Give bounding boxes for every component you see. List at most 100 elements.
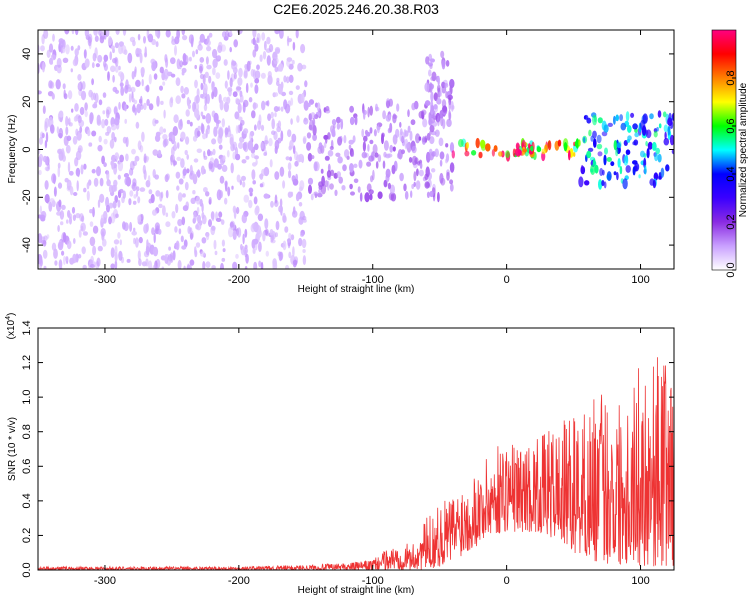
spectrogram-cell (79, 126, 83, 134)
spectrogram-cell (329, 145, 334, 151)
spectrogram-cell (153, 73, 158, 80)
spectrogram-cell (619, 165, 623, 175)
colorbar-ticks: 0.0 0.2 0.4 0.6 0.8 (725, 70, 737, 277)
spectrogram-cell (210, 225, 216, 236)
spectrogram-cell (274, 194, 278, 204)
spectrogram-cell (392, 146, 396, 152)
spectrogram-cell (341, 185, 346, 191)
spectrogram-cell (137, 33, 141, 41)
x-tick-label: -200 (228, 274, 250, 286)
spectrogram-cell (94, 35, 99, 42)
spectrogram-cell (395, 128, 400, 138)
spectrogram-cell (253, 221, 259, 233)
spectrogram-cell (307, 177, 314, 185)
spectrogram-cell (278, 205, 283, 213)
spectrogram-cell (137, 196, 141, 204)
spectrogram-cell (399, 172, 404, 182)
spectrogram-cell (541, 148, 547, 155)
spectrogram-cell (51, 242, 57, 251)
spectrogram-cell (310, 193, 314, 201)
spectrogram-cell (430, 91, 434, 102)
spectrogram-cell (163, 68, 169, 80)
spectrogram-cell (65, 144, 71, 154)
spectrogram-cell (215, 217, 222, 222)
snr-line (38, 357, 674, 570)
spectrogram-cell (642, 113, 648, 124)
spectrogram-cell (231, 59, 235, 70)
spectrogram-cell (128, 198, 132, 206)
spectrogram-cell (662, 111, 667, 118)
spectrogram-cell (246, 60, 251, 72)
spectrogram-cell (239, 123, 243, 132)
spectrogram-cell (287, 162, 292, 171)
spectrogram-cell (227, 186, 231, 197)
spectrogram-cell (86, 182, 90, 190)
spectrogram-cell (143, 102, 147, 111)
spectrogram-cell (155, 41, 159, 48)
spectrogram-cell (302, 255, 307, 266)
spectrogram-cell (181, 216, 186, 226)
spectrogram-cell (200, 165, 205, 175)
spectrogram-cell (547, 140, 552, 151)
spectrogram-cell (235, 85, 241, 93)
spectrogram-cell (113, 106, 118, 115)
spectrogram-cell (229, 46, 232, 53)
spectrogram-cell (331, 119, 337, 126)
spectrogram-cell (275, 220, 280, 231)
spectrogram-cell (201, 203, 204, 213)
spectrogram-cell (137, 250, 141, 261)
spectrogram-cell (324, 155, 330, 161)
spectrogram-cell (40, 214, 46, 222)
spectrogram-cell (256, 32, 261, 44)
spectrogram-cell (53, 186, 57, 197)
spectrogram-cell (101, 155, 105, 165)
spectrogram-cell (57, 182, 63, 189)
spectrogram-cell (183, 265, 186, 269)
spectrogram-cell (84, 110, 88, 118)
spectrogram-cell (143, 153, 147, 164)
spectrogram-cell (175, 77, 181, 87)
spectrogram-cell (196, 169, 201, 178)
spectrogram-cell (441, 59, 446, 70)
spectrogram-cell (221, 164, 228, 172)
spectrogram-cell (237, 103, 242, 114)
spectrogram-cell (269, 229, 274, 236)
spectrogram-cell (411, 184, 415, 189)
spectrogram-cell (66, 240, 72, 250)
spectrogram-cell (364, 192, 370, 203)
spectrogram-cell (358, 159, 363, 169)
spectrogram-cell (139, 52, 143, 64)
spectrogram-cell (280, 81, 284, 90)
spectrogram-cell (154, 119, 159, 124)
spectrogram-cell (350, 191, 355, 196)
spectrogram-cell (276, 123, 280, 128)
spectrogram-cell (70, 45, 74, 51)
spectrogram-cell (258, 174, 262, 179)
spectrogram-cell (277, 251, 282, 257)
spectrogram-cell (58, 110, 64, 118)
spectrogram-cell (94, 92, 99, 103)
spectrogram-cell (304, 80, 308, 88)
spectrogram-cell (653, 130, 658, 138)
spectrogram-cell (72, 58, 78, 67)
spectrogram-cell (131, 182, 137, 192)
spectrogram-cell (129, 36, 136, 43)
spectrogram-cell (84, 58, 90, 68)
spectrogram-cell (361, 151, 367, 159)
spectrogram-cell (248, 97, 253, 103)
spectrogram-cell (204, 96, 208, 106)
spectrogram-cell (292, 41, 296, 51)
spectrogram-cell (81, 81, 86, 90)
spectrogram-cell (381, 133, 384, 145)
spectrogram-cell (429, 136, 435, 145)
spectrogram-cell (606, 171, 612, 182)
spectrogram-cell (313, 161, 318, 172)
spectrogram-cell (428, 69, 432, 77)
spectrogram-cell (59, 265, 63, 269)
spectrogram-cell (291, 175, 296, 183)
spectrogram-cell (239, 179, 242, 186)
x-tick-label: 100 (631, 274, 649, 286)
spectrogram-cell (433, 104, 438, 110)
spectrogram-cell (249, 131, 254, 142)
